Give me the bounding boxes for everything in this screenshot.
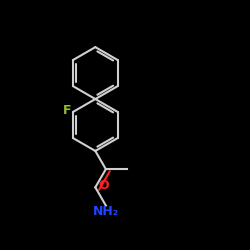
Text: O: O bbox=[98, 179, 108, 192]
Text: F: F bbox=[62, 104, 71, 117]
Text: NH₂: NH₂ bbox=[93, 205, 119, 218]
